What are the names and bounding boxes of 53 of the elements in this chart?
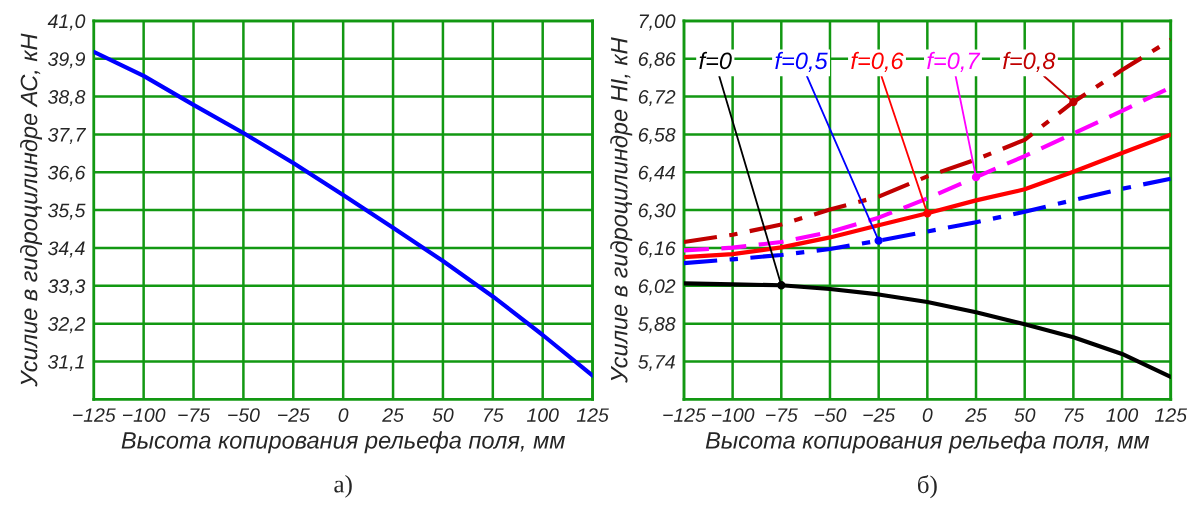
x-tick-label: −75 (178, 408, 211, 422)
x-tick-label: 0 (922, 408, 933, 422)
y-tick-label: 6,16 (638, 241, 676, 258)
y-tick-label: 33,3 (48, 279, 86, 296)
y-tick-label: 37,7 (48, 127, 87, 144)
x-axis-title: Высота копирования рельефа поля, мм (705, 431, 1150, 454)
x-tick-label: −100 (122, 408, 166, 422)
y-tick-label: 32,2 (48, 317, 86, 334)
x-tick-label: −100 (711, 408, 755, 422)
x-tick-label: −50 (228, 408, 260, 422)
y-tick-label: 36,6 (48, 165, 86, 182)
y-tick-label: 6,02 (638, 279, 676, 296)
y-tick-label: 6,58 (638, 127, 676, 144)
x-tick-label: 50 (1014, 408, 1036, 422)
x-tick-label: 100 (1106, 408, 1139, 422)
x-tick-label: 25 (382, 408, 404, 422)
x-tick-label: −125 (73, 408, 116, 422)
x-tick-label: 125 (1155, 408, 1188, 422)
y-tick-label: 6,72 (638, 90, 676, 107)
y-axis-title: Усилие в гидроцилиндре HI, кН (610, 37, 633, 383)
x-tick-label: 125 (576, 408, 609, 422)
x-tick-label: −125 (663, 408, 706, 422)
x-axis-title: Высота копирования рельефа поля, мм (121, 431, 565, 454)
y-tick-label: 6,44 (638, 165, 675, 182)
y-tick-label: 31,1 (48, 354, 84, 372)
y-tick-label: 38,8 (48, 90, 86, 107)
x-tick-label: 50 (432, 408, 454, 422)
y-tick-label: 41,0 (47, 14, 86, 31)
text: f=0,7 (927, 51, 981, 72)
text: а) (334, 475, 352, 498)
y-tick-label: 5,74 (638, 355, 675, 372)
y-tick-label: 34,4 (48, 241, 85, 258)
x-tick-label: −25 (863, 408, 896, 422)
y-tick-label: 6,30 (638, 203, 676, 220)
text: б) (917, 475, 937, 499)
x-tick-label: 75 (1064, 408, 1085, 422)
y-axis-title: Усилие в гидроцилиндре АС, кН (20, 33, 43, 387)
series-label: f=0,8 (1003, 51, 1056, 72)
x-tick-label: −75 (766, 408, 798, 422)
x-tick-label: 0 (338, 408, 349, 422)
text: f=0,5 (775, 51, 828, 72)
y-tick-label: 7,00 (639, 14, 676, 31)
y-tick-label: 35,5 (48, 203, 86, 220)
x-tick-label: 100 (526, 408, 559, 422)
x-tick-label: 75 (484, 408, 504, 422)
y-tick-label: 5,88 (638, 317, 676, 334)
text: f=0,6 (851, 51, 904, 72)
x-tick-label: −25 (278, 408, 310, 422)
x-tick-label: −50 (814, 408, 847, 422)
y-tick-label: 6,86 (638, 52, 676, 69)
text: f=0 (699, 51, 732, 70)
x-tick-label: 25 (965, 408, 987, 422)
y-tick-label: 39,9 (48, 52, 86, 69)
